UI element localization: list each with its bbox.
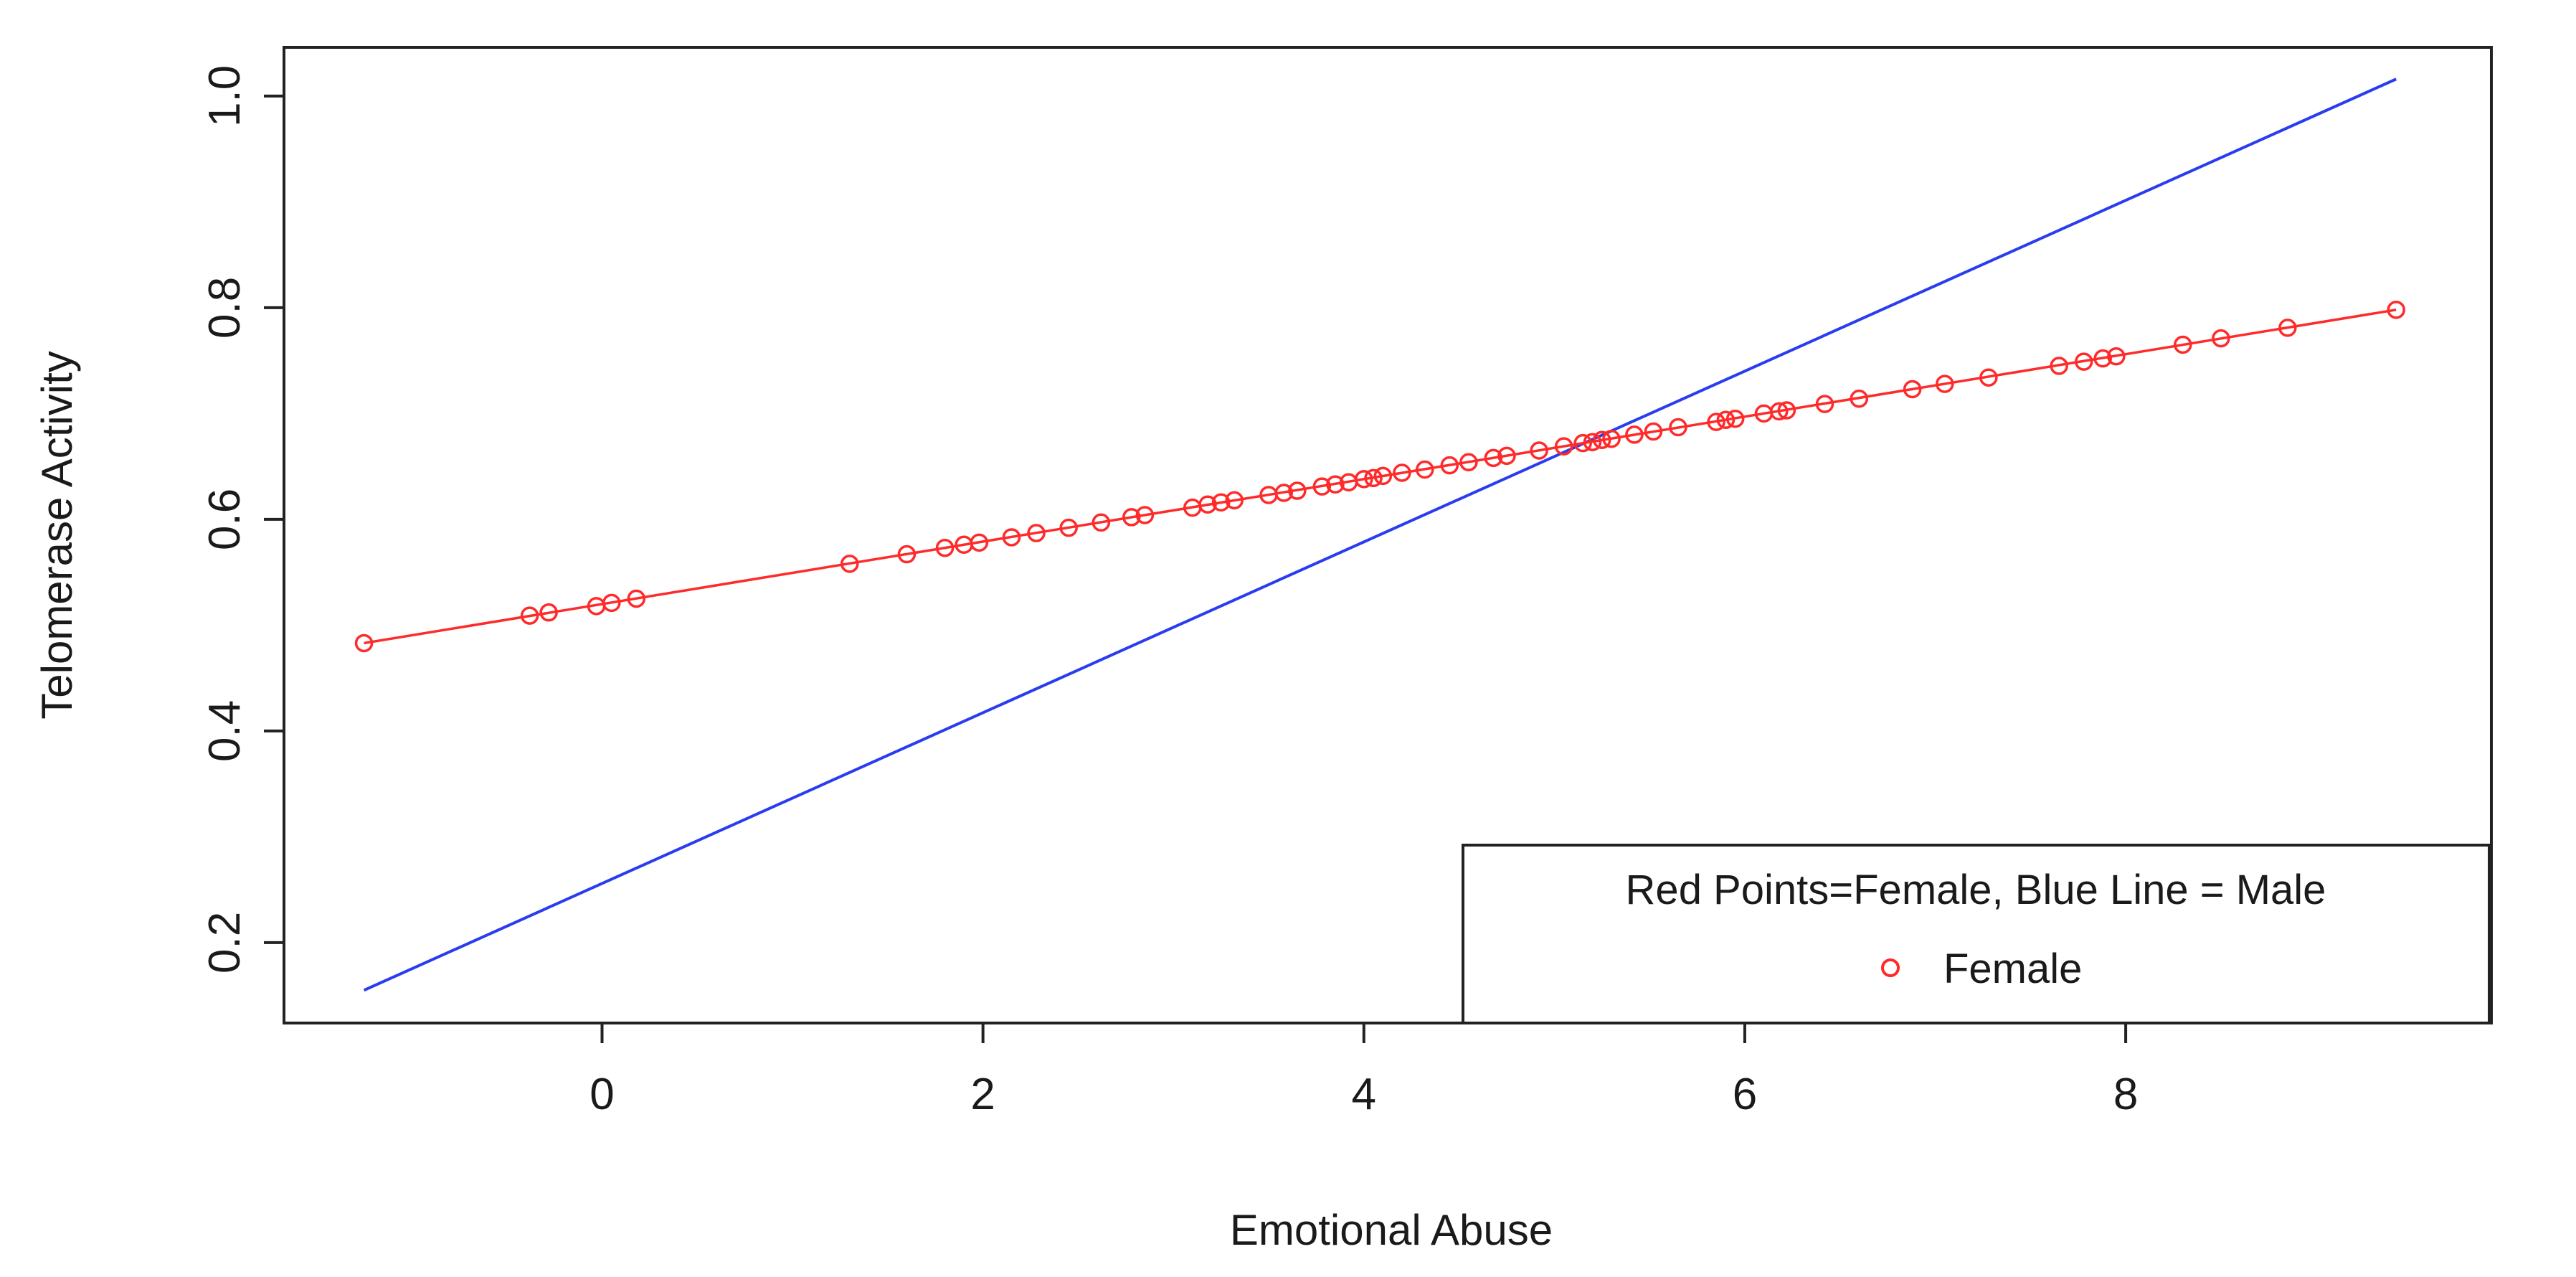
female-point xyxy=(935,538,955,557)
female-point xyxy=(1850,389,1869,408)
series-male-line xyxy=(363,77,2397,992)
legend: Red Points=Female, Blue Line = Male Fema… xyxy=(1462,844,2491,1024)
y-tick-label: 0.4 xyxy=(200,700,250,762)
female-point xyxy=(1312,477,1332,496)
female-point xyxy=(1440,456,1459,475)
y-axis-label: Telomerase Activity xyxy=(33,351,81,720)
y-tick-label: 0.2 xyxy=(200,912,250,974)
female-point xyxy=(1602,430,1621,448)
female-point xyxy=(2212,329,2230,348)
y-tick-label: 1.0 xyxy=(200,65,250,127)
female-point xyxy=(1459,453,1478,471)
female-point xyxy=(2050,357,2068,375)
female-point xyxy=(2387,301,2405,319)
female-point xyxy=(1936,374,1954,393)
female-point xyxy=(840,555,859,573)
female-point xyxy=(2174,335,2192,354)
female-point xyxy=(1484,448,1503,468)
legend-box xyxy=(1462,844,2491,1024)
female-point xyxy=(1274,484,1294,502)
marks-layer xyxy=(354,77,2405,992)
y-tick-label: 0.8 xyxy=(200,277,250,339)
female-point xyxy=(1288,481,1307,500)
x-tick-label: 6 xyxy=(1733,1070,1757,1119)
y-tick-label: 0.6 xyxy=(200,489,250,550)
female-point xyxy=(1135,506,1155,524)
plot-frame xyxy=(283,46,2493,1024)
legend-title: Red Points=Female, Blue Line = Male xyxy=(1626,867,2326,913)
x-axis-label: Emotional Abuse xyxy=(1230,1206,1553,1254)
female-point xyxy=(1777,401,1796,420)
female-point xyxy=(1225,491,1244,510)
female-point xyxy=(2074,352,2093,371)
x-tick-label: 2 xyxy=(970,1070,995,1119)
female-point xyxy=(1593,430,1611,449)
female-point xyxy=(1497,446,1516,466)
female-point xyxy=(1725,409,1745,428)
female-point xyxy=(1903,380,1922,399)
female-point xyxy=(539,603,558,622)
x-tick-label: 0 xyxy=(589,1070,614,1119)
female-point xyxy=(1092,513,1111,532)
female-point xyxy=(1583,433,1602,451)
female-point xyxy=(1393,463,1411,482)
female-point xyxy=(1364,468,1383,488)
female-point xyxy=(520,606,539,625)
female-point xyxy=(1979,368,1998,387)
female-point xyxy=(1644,422,1663,441)
female-point xyxy=(1416,460,1434,479)
female-point xyxy=(1625,425,1644,444)
female-point xyxy=(1373,466,1393,486)
female-point xyxy=(1122,508,1141,527)
female-point xyxy=(1554,437,1573,456)
legend-marker-female xyxy=(1881,958,1900,977)
female-point xyxy=(2107,347,2126,366)
legend-entry-female: Female xyxy=(1943,946,2082,992)
female-point xyxy=(1707,413,1725,431)
female-point xyxy=(897,545,917,564)
female-point xyxy=(1198,495,1217,514)
x-tick-label: 4 xyxy=(1352,1070,1376,1119)
y-axis: 0.2 0.4 0.6 0.8 1.0 xyxy=(200,65,284,974)
female-point xyxy=(2278,319,2297,337)
female-point xyxy=(1326,475,1345,494)
female-point xyxy=(1770,402,1789,421)
x-tick-label: 8 xyxy=(2113,1070,2138,1119)
female-point xyxy=(1355,470,1373,489)
x-axis: 0 2 4 6 8 xyxy=(589,1023,2138,1119)
female-point xyxy=(1027,524,1046,542)
female-point xyxy=(1530,441,1548,460)
female-point xyxy=(1002,528,1021,547)
female-point xyxy=(1573,433,1592,453)
female-point xyxy=(1059,518,1078,537)
female-point xyxy=(1716,410,1736,429)
female-point xyxy=(970,533,989,552)
female-point xyxy=(1815,395,1834,413)
female-point xyxy=(354,633,374,653)
female-point xyxy=(627,589,646,608)
female-point xyxy=(1669,418,1687,437)
female-point xyxy=(602,593,621,613)
female-point xyxy=(2093,349,2112,368)
female-point xyxy=(1211,493,1231,512)
